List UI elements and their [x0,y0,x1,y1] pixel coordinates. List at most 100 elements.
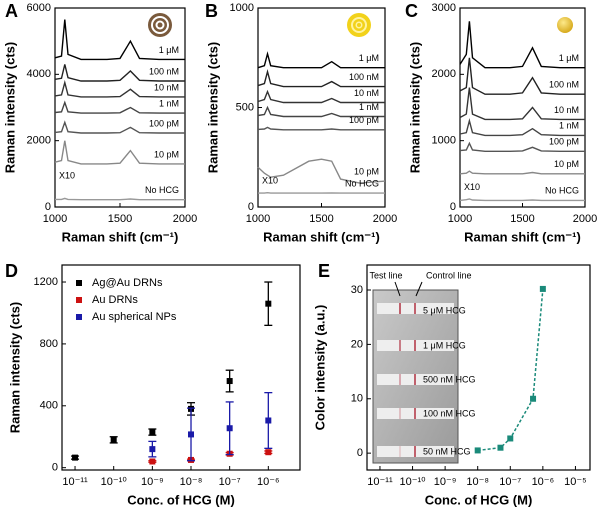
y-tick-label: 6000 [27,2,51,14]
panel-letter: A [5,1,18,21]
x-tick-label: 2000 [373,213,397,225]
y-tick-label: 1000 [432,135,456,147]
point [507,435,514,442]
y-tick-label: 3000 [432,2,456,14]
point [226,425,233,432]
y-tick-label: 2000 [27,135,51,147]
point [72,454,79,461]
legend-label: Au DRNs [92,294,138,306]
strip-label: 1 μM HCG [423,340,466,350]
series-label: 10 pM [354,167,379,177]
x-tick-label: 10⁻⁸ [466,476,489,488]
series-label: 10 nM [154,82,179,92]
y-axis-title: Raman intensity (cts) [7,302,22,433]
spectrum [54,64,185,82]
panel-letter: B [205,1,218,21]
panel-letter: D [5,261,18,281]
spectrum [54,79,185,98]
x-tick-label: 10⁻¹¹ [367,476,393,488]
series-label: 10 pM [154,149,179,159]
plot-frame [61,264,301,471]
x-axis-title: Raman shift (cm⁻¹) [62,229,179,244]
point [188,431,195,438]
strip-label: 50 nM HCG [423,446,471,456]
y-axis-title: Raman intensity (cts) [407,42,422,173]
series-label: 100 pM [149,118,179,128]
series-label: 1 nM [159,99,179,109]
point [149,429,156,436]
series-label: 1 nM [359,102,379,112]
annotation: Control line [426,270,472,280]
x-tick-label: 10⁻⁶ [532,476,555,488]
annotation: X10 [59,171,75,181]
series-label: 10 nM [354,88,379,98]
point [530,395,537,402]
series-label: 100 nM [149,66,179,76]
series-label: 100 pM [349,115,379,125]
x-tick-label: 10⁻⁶ [257,476,280,488]
point [149,446,156,453]
y-tick-label: 0 [248,201,254,213]
series-label: 100 pM [549,137,579,147]
series-label: 100 nM [349,72,379,82]
fit-line [477,288,544,452]
point [497,444,504,451]
series-label: 10 nM [554,105,579,115]
series-label: No HCG [345,178,379,188]
series-label: 100 nM [549,80,579,90]
series-label: No HCG [145,185,179,195]
spectrum [459,21,585,69]
y-tick-label: 400 [40,400,58,412]
icon-sphere-c [557,17,573,33]
x-axis-title: Raman shift (cm⁻¹) [464,229,581,244]
icon-rings-a [148,13,172,37]
y-tick-label: 1200 [34,276,58,288]
legend-label: Ag@Au DRNs [92,277,163,289]
x-tick-label: 1500 [510,213,534,225]
spectrum [54,100,185,114]
point [265,417,272,424]
legend-label: Au spherical NPs [92,311,177,323]
spectrum [54,120,185,134]
point [539,285,546,292]
y-tick-label: 800 [40,338,58,350]
spectrum [257,105,385,118]
x-tick-label: 10⁻⁹ [434,476,457,488]
spectrum [257,51,385,69]
point [149,458,156,465]
spectrum [459,87,585,121]
legend-marker [76,280,82,286]
series-label: 1 μM [559,53,579,63]
panel-letter: C [405,1,418,21]
y-tick-label: 0 [450,201,456,213]
spectrum [55,197,185,201]
spectrum [54,19,185,61]
series-label: 1 μM [359,53,379,63]
x-axis-title: Conc. of HCG (M) [425,492,533,507]
annotation: X10 [262,176,278,186]
x-tick-label: 1000 [43,213,67,225]
annotation: Test line [369,270,402,280]
point [110,436,117,443]
x-tick-label: 10⁻⁹ [141,476,164,488]
strip-label: 500 nM HCG [423,374,476,384]
x-tick-label: 10⁻¹¹ [62,476,88,488]
strip-label: 5 μM HCG [423,305,466,315]
x-tick-label: 1000 [448,213,472,225]
x-tick-label: 10⁻⁸ [180,476,203,488]
annotation: X10 [464,182,480,192]
x-tick-label: 10⁻⁷ [499,476,521,488]
series-label: 1 μM [159,45,179,55]
series-label: 1 nM [559,121,579,131]
y-tick-label: 0 [357,447,363,459]
x-tick-label: 10⁻⁷ [219,476,241,488]
spectrum [257,126,385,131]
strip-label: 100 nM HCG [423,408,476,418]
y-axis-title: Color intensity (a.u.) [312,305,327,431]
y-tick-label: 0 [45,201,51,213]
x-tick-label: 10⁻¹⁰ [101,476,128,488]
spectrum [257,89,385,104]
y-tick-label: 30 [351,284,363,296]
y-tick-label: 500 [236,101,254,113]
